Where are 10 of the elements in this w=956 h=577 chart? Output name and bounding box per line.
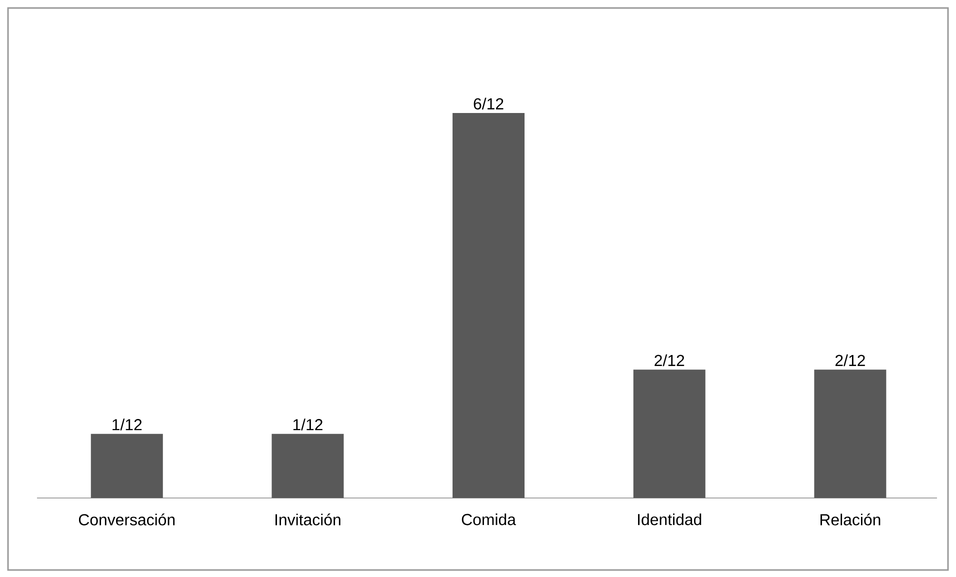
x-tick-label: Invitación [276, 514, 340, 526]
data-label: 1/12 [112, 418, 142, 430]
x-tick-label: Conversación [78, 514, 175, 526]
data-label: 1/12 [293, 418, 322, 430]
data-label: 2/12 [835, 354, 865, 366]
x-tick-label: Identidad [638, 514, 702, 526]
data-label: 2/12 [654, 354, 684, 366]
x-tick-label: Relación [820, 514, 880, 526]
x-tick-label: Comida [462, 514, 516, 526]
data-label: 6/12 [474, 98, 504, 110]
